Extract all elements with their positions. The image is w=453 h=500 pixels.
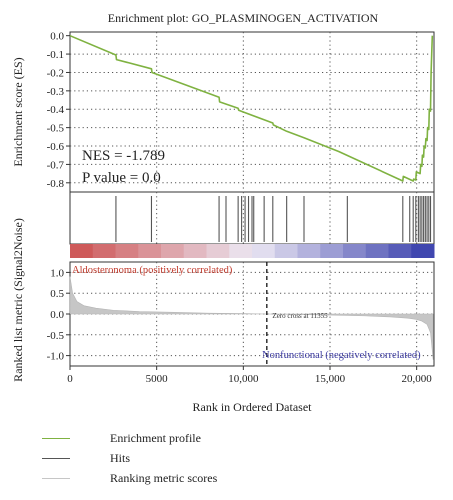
color-bar-segment [343, 244, 367, 258]
legend-swatch-hits [42, 458, 70, 459]
color-bar-segment [229, 244, 253, 258]
legend-swatch-ranking-metric [42, 478, 70, 479]
enrichment-y-axis-label: Enrichment score (ES) [11, 57, 25, 166]
x-axis-label: Rank in Ordered Dataset [193, 400, 313, 414]
es-y-tick-label: -0.7 [47, 159, 65, 171]
ranking-metric-area [69, 276, 434, 360]
legend-label-hits: Hits [110, 451, 131, 465]
es-y-tick-label: -0.1 [47, 49, 64, 61]
gsea-enrichment-chart: Enrichment plot: GO_PLASMINOGEN_ACTIVATI… [11, 11, 435, 414]
color-bar-segment [274, 244, 298, 258]
es-y-tick-label: -0.5 [47, 123, 65, 135]
zero-cross-label: Zero cross at 11355 [272, 312, 328, 320]
color-bar-segment [138, 244, 162, 258]
x-tick-label: 10,000 [228, 373, 259, 385]
color-bar-segment [70, 244, 94, 258]
chart-title: Enrichment plot: GO_PLASMINOGEN_ACTIVATI… [108, 11, 379, 25]
color-bar-segment [115, 244, 139, 258]
legend-item-enrichment-profile: Enrichment profile [0, 429, 453, 449]
color-bar-segment [320, 244, 344, 258]
color-bar-segment [411, 244, 435, 258]
color-bar-segment [161, 244, 185, 258]
color-bar-segment [92, 244, 116, 258]
positive-correlation-label: Aldosteronoma (positively correlated) [72, 265, 233, 276]
negative-correlation-label: Nonfunctional (negatively correlated) [262, 350, 421, 361]
hits-layer [115, 196, 432, 242]
color-bar-segment [365, 244, 389, 258]
correlation-color-bar [70, 244, 435, 258]
color-bar-segment [252, 244, 276, 258]
nes-annotation: NES = -1.789 [82, 148, 165, 164]
legend-item-hits: Hits [0, 449, 453, 469]
metric-y-tick-label: -0.5 [47, 330, 65, 342]
x-tick-label: 5000 [146, 373, 169, 385]
es-y-tick-label: 0.0 [50, 31, 64, 43]
color-bar-segment [388, 244, 412, 258]
legend-label-ranking-metric: Ranking metric scores [110, 471, 218, 485]
metric-y-tick-label: -1.0 [47, 351, 65, 363]
metric-y-tick-label: 0.0 [50, 309, 64, 321]
x-tick-label: 15,000 [315, 373, 346, 385]
grid-lines [70, 32, 434, 366]
metric-y-axis-label: Ranked list metric (Signal2Noise) [11, 218, 25, 382]
ranking-metric-layer [69, 262, 434, 366]
legend-item-ranking-metric: Ranking metric scores [0, 469, 453, 489]
x-tick-label: 0 [67, 373, 73, 385]
es-y-tick-label: -0.2 [47, 67, 64, 79]
color-bar-segment [297, 244, 321, 258]
metric-y-tick-label: 0.5 [50, 288, 64, 300]
enrichment-profile-line [69, 34, 434, 182]
legend-swatch-enrichment-profile [42, 438, 70, 439]
p-value-annotation: P value = 0.0 [82, 170, 161, 186]
es-y-tick-label: -0.4 [47, 104, 65, 116]
legend-label-enrichment-profile: Enrichment profile [110, 431, 201, 445]
enrichment-panel-frame [69, 31, 435, 193]
es-y-tick-label: -0.6 [47, 141, 65, 153]
x-tick-label: 20,000 [402, 373, 433, 385]
enrichment-profile-layer [69, 34, 434, 182]
es-y-tick-label: -0.3 [47, 86, 65, 98]
color-bar-segment [206, 244, 230, 258]
metric-y-tick-label: 1.0 [50, 267, 64, 279]
es-y-tick-label: -0.8 [47, 178, 65, 190]
color-bar-segment [183, 244, 207, 258]
axis-ticks: 0.0 -0.1 -0.2 -0.3 -0.4 -0.5 -0.6 -0.7 -0.8 1.0 0.… [47, 31, 433, 385]
